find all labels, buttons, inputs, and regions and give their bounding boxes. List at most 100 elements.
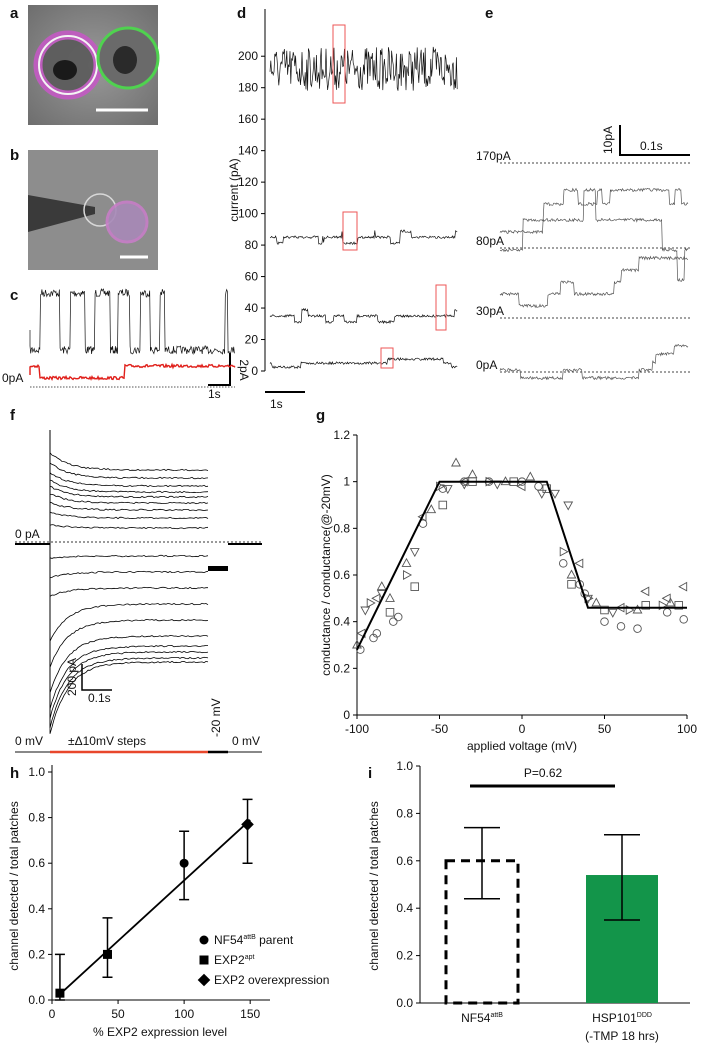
tail	[208, 566, 228, 571]
y-tick-label: 0.4	[396, 901, 413, 915]
marker	[607, 608, 618, 618]
x-tick-label: NF54attB	[461, 1011, 503, 1025]
x-tick-label: 150	[240, 1007, 260, 1021]
marker	[451, 457, 461, 467]
e-trace	[499, 255, 689, 309]
y-tick-label: 0	[251, 364, 258, 378]
f-time-scale: 0.1s	[88, 691, 111, 705]
marker	[678, 581, 688, 592]
y-tick-label: 1	[343, 475, 350, 489]
marker	[389, 617, 398, 626]
y-tick-label: 0.4	[333, 615, 350, 629]
y-axis-label: channel detected / total patches	[7, 801, 21, 970]
marker	[394, 612, 403, 622]
c-time-scale: 1s	[208, 387, 221, 401]
c-current-scale: 2pA	[237, 359, 251, 380]
marker	[633, 624, 642, 633]
micrograph-a	[28, 5, 160, 125]
marker	[376, 581, 387, 591]
y-tick-label: 0.6	[333, 568, 350, 582]
y-tick-label: 180	[238, 81, 258, 95]
marker	[426, 504, 437, 514]
trace-label: 80pA	[476, 234, 504, 248]
protocol-label: 0 mV	[232, 734, 260, 748]
legend-entry: EXP2apt	[214, 953, 254, 967]
e-time-scale: 0.1s	[640, 139, 663, 153]
category-text: HSP101	[592, 1011, 637, 1025]
y-tick-label: 20	[245, 333, 259, 347]
f-protocol	[15, 664, 262, 754]
f-trace	[49, 602, 209, 642]
y-tick-label: 0.8	[28, 811, 45, 825]
c-trace	[29, 288, 235, 355]
y-tick-label: 0.4	[28, 902, 45, 916]
trace-label: 170pA	[476, 149, 511, 163]
marker	[197, 973, 211, 987]
marker	[385, 608, 395, 617]
legend-text: NF54	[214, 933, 244, 947]
marker	[559, 546, 569, 557]
f-trace	[49, 462, 209, 480]
marker	[567, 580, 576, 589]
fit-line	[57, 819, 251, 997]
y-tick-label: 0.0	[396, 996, 413, 1010]
marker	[591, 597, 602, 607]
micrograph-b	[28, 150, 158, 270]
x-tick-label: 50	[111, 1007, 125, 1021]
panel-label: d	[237, 5, 246, 22]
category-note: (-TMP 18 hrs)	[585, 1029, 659, 1043]
marker	[102, 949, 112, 959]
marker	[640, 586, 650, 597]
category-sup: attB	[490, 1012, 503, 1019]
panel-label: b	[10, 147, 19, 164]
panel-label: a	[10, 5, 19, 22]
c-trace-red	[29, 362, 236, 382]
error-bar	[102, 917, 113, 978]
current-trace	[269, 46, 458, 91]
x-axis-label: % EXP2 expression level	[93, 1025, 227, 1039]
highlight-box	[342, 211, 358, 251]
y-tick-label: 0.2	[28, 947, 45, 961]
y-axis-label: conductance / conductance(@-20mV)	[319, 474, 333, 676]
y-tick-label: 1.0	[28, 765, 45, 779]
marker	[199, 935, 209, 945]
protocol-label: ±Δ10mV steps	[68, 734, 146, 748]
x-tick-label: -50	[431, 722, 449, 736]
f-trace	[49, 570, 209, 579]
legend-entry: EXP2 overexpression	[214, 973, 329, 987]
y-tick-label: 0.8	[396, 806, 413, 820]
highlight-box	[380, 347, 394, 369]
x-tick-label: 50	[598, 722, 612, 736]
y-axis-label: current (pA)	[227, 158, 241, 221]
y-tick-label: 160	[238, 112, 258, 126]
marker	[401, 557, 412, 567]
marker	[409, 548, 420, 558]
marker	[385, 592, 395, 602]
f-trace	[49, 618, 209, 668]
f-trace	[49, 554, 209, 559]
y-tick-label: 100	[238, 207, 258, 221]
marker	[241, 818, 254, 831]
marker	[534, 482, 543, 491]
marker	[679, 615, 688, 624]
marker	[662, 608, 672, 617]
f-zero-label: 0 pA	[15, 527, 40, 541]
y-tick-label: 0.8	[333, 521, 350, 535]
marker	[366, 598, 376, 608]
y-tick-label: 0	[343, 708, 350, 722]
legend-sup: attB	[243, 934, 256, 941]
legend-sup: apt	[245, 954, 255, 961]
current-trace	[269, 229, 458, 246]
e-current-scale: 10pA	[601, 126, 615, 154]
y-tick-label: 0.6	[396, 854, 413, 868]
panel-label: h	[10, 765, 19, 782]
f-trace	[49, 501, 209, 512]
trace-label: 30pA	[476, 304, 504, 318]
legend-text: EXP2 overexpression	[214, 973, 329, 987]
annotation: P=0.62	[524, 766, 563, 780]
y-tick-label: 40	[245, 301, 259, 315]
y-tick-label: 0.2	[333, 661, 350, 675]
highlight-box	[435, 284, 447, 331]
marker	[641, 601, 651, 610]
